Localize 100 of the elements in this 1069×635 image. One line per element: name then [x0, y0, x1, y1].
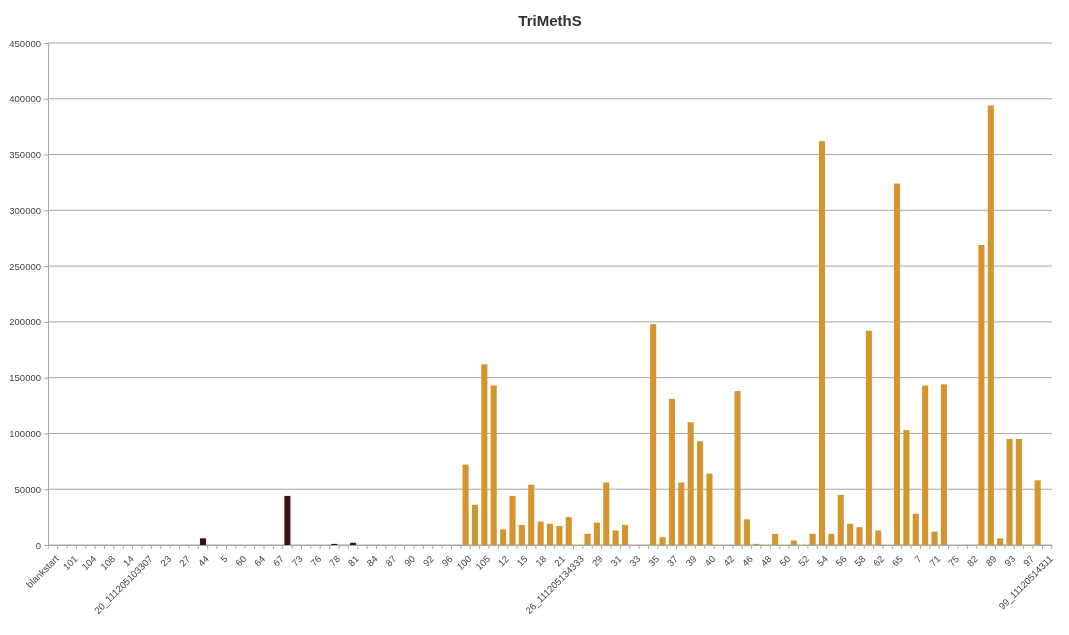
bar: [734, 391, 741, 545]
x-tick-label: 48: [758, 553, 774, 569]
x-tick-label: 42: [720, 553, 737, 569]
bar: [528, 484, 535, 545]
x-tick-label: 62: [870, 553, 887, 569]
bar: [865, 330, 872, 545]
bar: [903, 430, 910, 545]
bar: [912, 513, 919, 545]
bar: [462, 464, 469, 545]
y-tick-label: 100000: [9, 427, 41, 439]
y-tick-label: 150000: [9, 372, 41, 384]
x-tick-label: 50: [777, 553, 793, 569]
bar: [856, 527, 863, 545]
x-tick-label: 52: [795, 553, 812, 569]
bar: [931, 531, 938, 545]
x-tick-label: 58: [852, 553, 868, 569]
bar: [556, 526, 563, 545]
x-tick-label: 29: [589, 553, 605, 569]
bar: [584, 533, 591, 545]
bar: [1034, 480, 1041, 545]
x-tick-label: 81: [345, 553, 361, 569]
bar: [743, 519, 750, 545]
x-tick-label: 64: [251, 553, 268, 569]
bar: [940, 384, 947, 545]
bar: [893, 183, 901, 545]
bar: [565, 517, 572, 545]
bar: [490, 385, 497, 545]
y-tick-label: 250000: [9, 260, 41, 272]
bar: [1006, 439, 1013, 545]
y-tick-label: 400000: [9, 93, 41, 105]
x-tick-label: 82: [964, 553, 980, 569]
x-tick-label: 27: [176, 553, 193, 569]
x-tick-label: 92: [420, 553, 436, 569]
x-tick-label: 37: [664, 553, 680, 569]
bar: [875, 530, 882, 545]
bar: [668, 398, 675, 545]
x-tick-label: 65: [889, 553, 905, 569]
x-tick-label: 40: [702, 553, 718, 569]
bar: [706, 473, 713, 545]
bar: [828, 533, 835, 545]
x-tick-label: 35: [645, 553, 662, 569]
x-tick-label: 75: [945, 553, 962, 569]
bar: [1015, 439, 1022, 545]
x-tick-label: 12: [495, 553, 511, 569]
bar: [922, 385, 929, 545]
x-tick-label: 71: [927, 553, 943, 569]
x-tick-label: 56: [833, 553, 849, 569]
bar: [603, 482, 610, 545]
bar: [481, 364, 488, 545]
x-tick-label: 54: [814, 553, 830, 569]
chart-title: TriMethS: [518, 12, 582, 29]
x-tick-label: 73: [289, 553, 305, 569]
x-tick-label: 7: [912, 553, 924, 565]
x-tick-label: 96: [439, 553, 455, 569]
bar: [687, 422, 694, 545]
x-tick-label: 84: [364, 553, 380, 569]
x-tick-label: 46: [739, 553, 755, 569]
bar: [659, 537, 666, 545]
bar: [978, 244, 985, 545]
x-tick-label: 89: [983, 553, 999, 569]
bar: [650, 324, 657, 545]
x-tick-label: 39: [683, 553, 699, 569]
x-tick-label: 104: [79, 553, 99, 573]
x-tick-label: 44: [195, 553, 211, 569]
bar: [509, 495, 516, 545]
bar: [593, 522, 600, 545]
y-tick-label: 350000: [9, 149, 41, 161]
bar: [809, 533, 816, 545]
x-tick-label: 87: [383, 553, 399, 569]
bar: [697, 441, 704, 545]
bar: [199, 538, 207, 545]
bar: [500, 529, 507, 545]
x-tick-label: 90: [401, 553, 418, 569]
bar: [678, 482, 685, 545]
bar: [612, 530, 619, 545]
bar: [284, 495, 291, 545]
x-tick-label: 5: [218, 553, 230, 565]
y-tick-label: 50000: [14, 483, 41, 495]
bar: [847, 523, 854, 545]
x-tick-label: 67: [270, 553, 286, 569]
y-tick-label: 300000: [9, 204, 41, 216]
y-tick-label: 450000: [9, 37, 41, 49]
x-tick-label: 101: [60, 553, 80, 573]
x-tick-label: 105: [473, 553, 493, 573]
bar: [818, 141, 826, 545]
bar: [546, 523, 554, 545]
x-tick-label: 76: [308, 553, 324, 569]
x-tick-label: 23: [158, 553, 174, 569]
x-tick-label: 78: [326, 553, 343, 569]
x-tick-label: 15: [514, 553, 530, 569]
x-tick-label: 60: [233, 553, 249, 569]
bar: [537, 521, 544, 545]
bar: [471, 504, 479, 545]
bar: [987, 105, 994, 545]
x-tick-label: 31: [608, 553, 624, 569]
y-tick-label: 200000: [9, 316, 41, 328]
bar: [621, 524, 629, 545]
bar: [837, 494, 844, 545]
x-tick-label: 100: [454, 553, 474, 573]
bar: [997, 538, 1004, 545]
